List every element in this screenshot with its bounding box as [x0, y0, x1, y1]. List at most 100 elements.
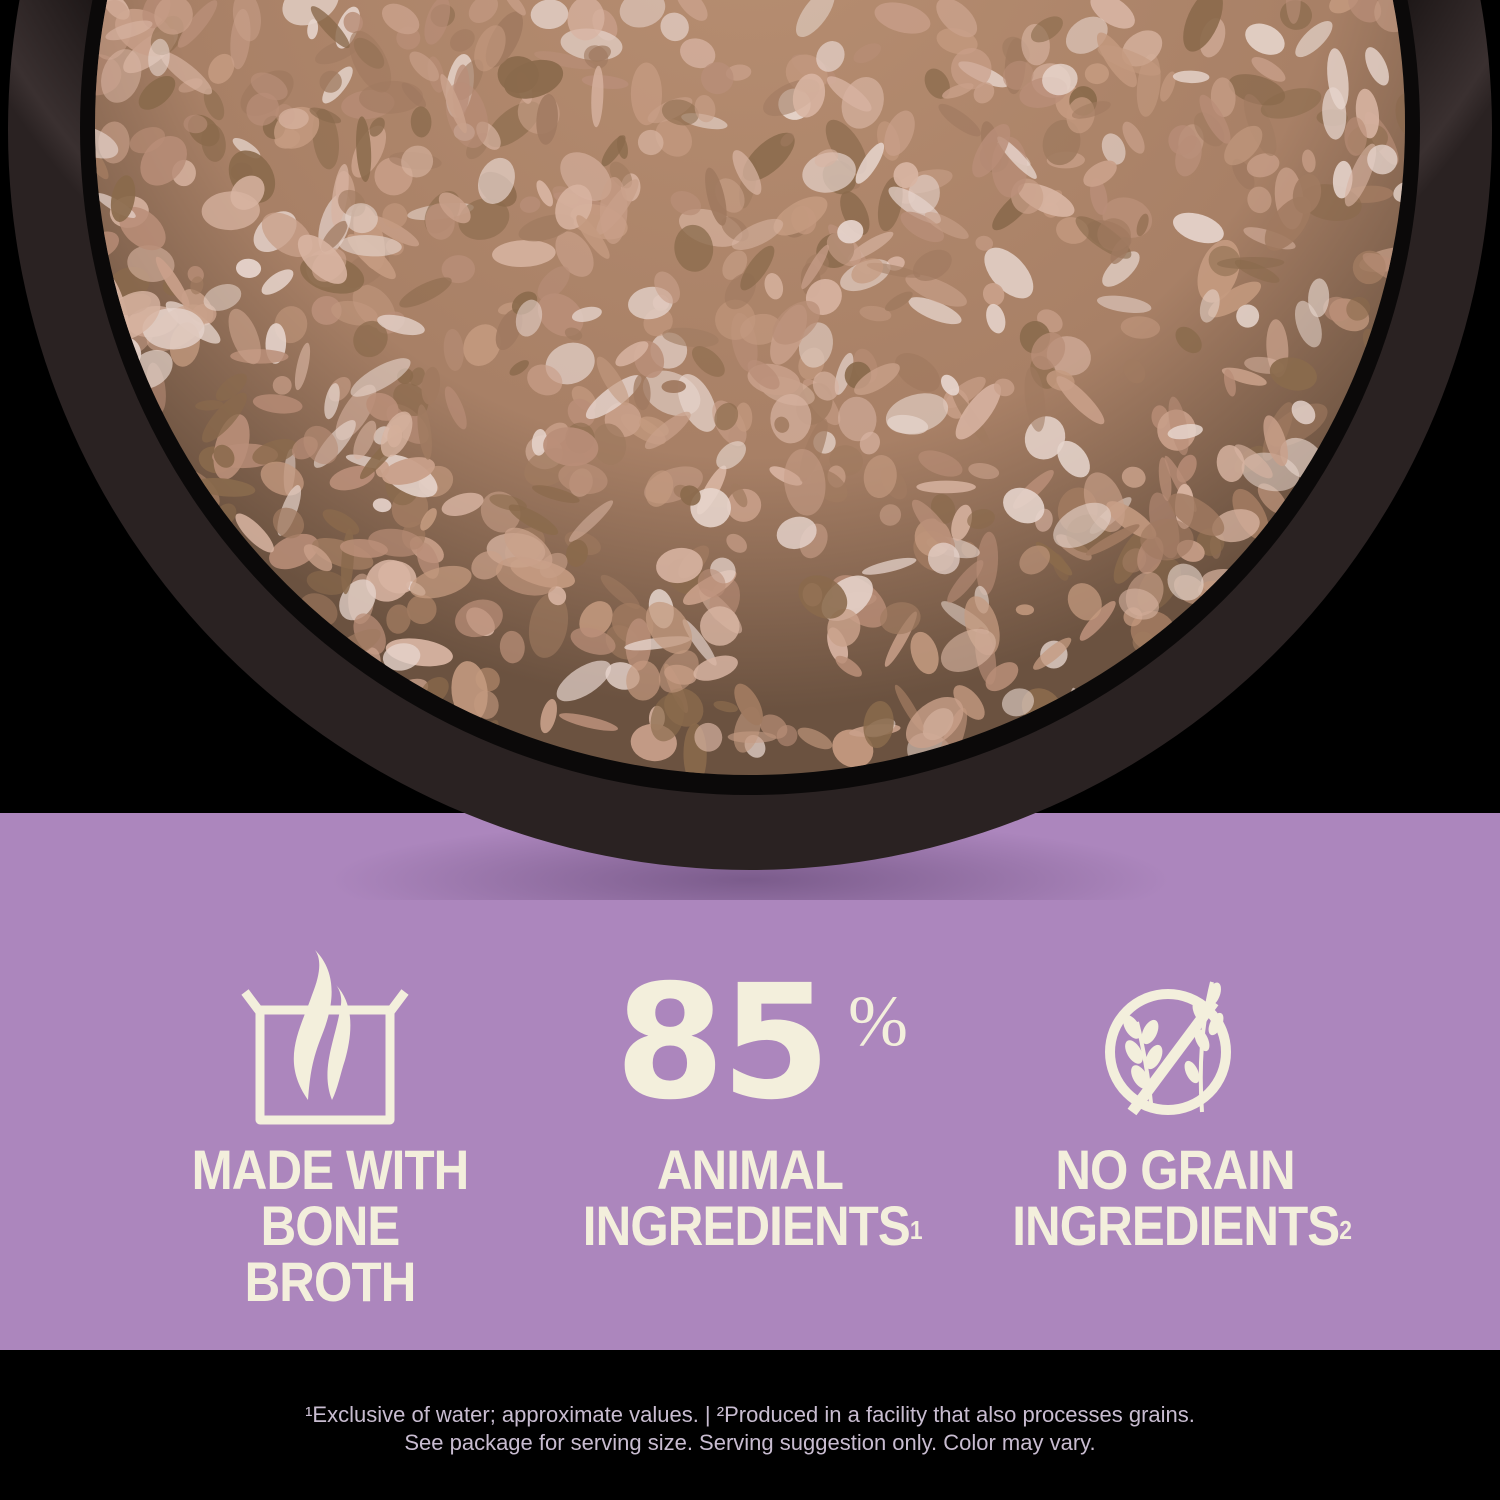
food-texture	[556, 660, 612, 702]
food-texture	[1348, 0, 1382, 23]
feature-animal-ingredients: ANIMAL INGREDIENTS1	[582, 1142, 923, 1257]
food-texture	[1340, 664, 1388, 689]
food-texture	[1243, 94, 1277, 157]
food-texture	[339, 234, 402, 257]
food-texture	[885, 393, 949, 434]
food-texture	[1234, 444, 1273, 479]
food-texture	[443, 328, 464, 371]
food-texture	[973, 82, 995, 104]
food-texture	[201, 124, 226, 162]
food-texture	[693, 655, 738, 681]
food-texture	[213, 444, 235, 468]
food-texture	[731, 483, 748, 508]
feature-line: INGREDIENTS1	[582, 1194, 923, 1257]
food-texture	[1292, 173, 1322, 214]
food-texture	[246, 92, 280, 126]
food-texture	[1019, 545, 1050, 575]
food-texture	[356, 116, 372, 182]
food-texture	[1057, 440, 1090, 478]
food-texture	[537, 266, 570, 301]
food-texture	[1123, 359, 1146, 384]
food-texture	[1083, 160, 1117, 187]
food-texture	[566, 539, 588, 567]
food-texture	[700, 606, 740, 646]
food-texture	[247, 756, 278, 775]
food-texture	[837, 219, 864, 244]
food-texture	[774, 416, 790, 433]
food-texture	[690, 488, 731, 528]
food-texture	[1102, 251, 1140, 287]
feature-line: NO GRAIN	[1055, 1138, 1295, 1201]
food-texture	[1246, 153, 1280, 178]
food-texture	[1280, 687, 1307, 745]
food-texture	[160, 51, 213, 95]
food-texture	[924, 68, 950, 99]
food-texture	[1263, 415, 1288, 467]
food-texture	[997, 136, 1037, 179]
food-texture	[537, 293, 584, 337]
food-texture	[1344, 117, 1367, 156]
food-texture	[129, 127, 165, 154]
steaming-pot-icon	[241, 950, 409, 1125]
food-texture	[95, 597, 127, 632]
food-texture	[951, 48, 992, 90]
food-texture	[1173, 212, 1224, 244]
food-texture	[112, 664, 136, 693]
food-texture	[1368, 733, 1387, 753]
food-texture	[349, 30, 392, 93]
food-texture	[893, 162, 919, 189]
food-texture	[615, 341, 649, 367]
food-texture	[438, 192, 471, 224]
food-texture	[195, 400, 224, 411]
food-texture	[1085, 524, 1140, 556]
food-texture	[1015, 604, 1035, 616]
food-texture	[772, 300, 820, 345]
food-texture	[591, 65, 604, 128]
food-texture	[1251, 56, 1286, 82]
food-texture	[499, 630, 525, 664]
food-texture	[1365, 47, 1389, 86]
food-texture	[421, 366, 441, 405]
food-texture	[1079, 600, 1116, 641]
food-texture	[682, 619, 717, 666]
food-texture	[350, 358, 411, 397]
food-texture	[716, 441, 747, 470]
food-texture	[95, 555, 110, 593]
food-texture	[492, 239, 556, 267]
food-texture	[912, 249, 952, 281]
food-texture	[1345, 596, 1386, 650]
food-texture	[235, 258, 262, 278]
food-texture	[1136, 213, 1149, 237]
food-texture	[662, 327, 719, 348]
food-texture	[660, 12, 689, 42]
food-texture	[1101, 133, 1126, 165]
food-texture	[515, 299, 543, 337]
food-texture	[339, 538, 388, 558]
food-texture	[109, 728, 128, 769]
food-texture	[382, 203, 408, 229]
food-texture	[1090, 0, 1135, 29]
food-texture	[596, 179, 639, 235]
food-texture	[424, 0, 451, 45]
food-texture	[1033, 637, 1072, 670]
food-texture	[1224, 125, 1263, 166]
food-texture	[497, 56, 539, 93]
food-texture	[1199, 94, 1231, 144]
footnote-line-1: ¹Exclusive of water; approximate values.…	[305, 1402, 1195, 1427]
food-texture	[548, 586, 567, 606]
food-texture	[585, 375, 642, 420]
food-texture	[859, 431, 881, 455]
food-texture	[1056, 376, 1105, 425]
food-texture	[185, 631, 206, 665]
food-texture	[1002, 60, 1034, 90]
food-texture	[458, 198, 510, 240]
food-texture	[832, 729, 874, 768]
food-texture	[331, 300, 378, 326]
food-texture	[680, 485, 701, 506]
food-texture	[840, 191, 870, 236]
food-texture	[1264, 707, 1287, 730]
food-texture	[633, 374, 651, 411]
food-texture	[106, 677, 131, 705]
food-texture	[406, 594, 437, 625]
